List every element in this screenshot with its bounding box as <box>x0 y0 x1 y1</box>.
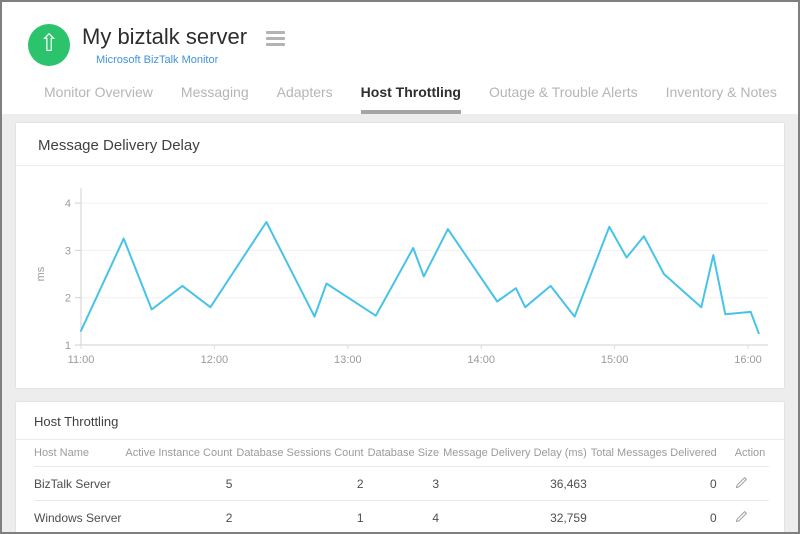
divider <box>16 439 784 440</box>
host-name-cell: Windows Server <box>34 500 126 532</box>
svg-text:11:00: 11:00 <box>68 354 95 366</box>
up-arrow-icon: ⇧ <box>38 30 60 57</box>
tab-outage-trouble-alerts[interactable]: Outage & Trouble Alerts <box>488 84 638 100</box>
action-cell <box>720 500 770 532</box>
tab-host-throttling[interactable]: Host Throttling <box>360 84 461 114</box>
message-delivery-delay-panel: Message Delivery Delay 1 2 3 4 11:00 12:00 13:… <box>15 122 785 389</box>
table-row: BizTalk Server 5 2 3 36,463 0 <box>34 466 770 501</box>
svg-text:ms: ms <box>35 266 47 281</box>
column-header-database-size: Database Size <box>367 440 444 467</box>
hamburger-menu-icon[interactable] <box>265 31 285 49</box>
host-throttling-table: Host Name Active Instance Count Database S… <box>34 440 770 532</box>
value-cell: 2 <box>125 500 237 532</box>
value-cell: 3 <box>367 466 444 501</box>
edit-host-button[interactable] <box>735 475 749 489</box>
table-panel-title: Host Throttling <box>34 414 119 429</box>
chart-panel-title: Message Delivery Delay <box>38 137 200 154</box>
column-header-total-messages-delivered: Total Messages Delivered <box>590 440 721 467</box>
svg-text:12:00: 12:00 <box>201 354 229 366</box>
value-cell: 0 <box>590 466 721 501</box>
value-cell: 5 <box>125 466 237 501</box>
divider <box>16 165 784 166</box>
app-header: ⇧ My biztalk server Microsoft BizTalk Mo… <box>2 2 798 114</box>
table-row: Windows Server 2 1 4 32,759 0 <box>34 500 770 532</box>
svg-text:14:00: 14:00 <box>467 354 495 366</box>
column-header-action: Action <box>720 440 770 467</box>
value-cell: 4 <box>367 500 444 532</box>
host-name-cell: BizTalk Server <box>34 466 126 501</box>
svg-text:2: 2 <box>65 293 71 305</box>
svg-text:4: 4 <box>65 198 71 210</box>
page-title: My biztalk server <box>82 24 248 49</box>
value-cell: 2 <box>236 466 368 501</box>
value-cell: 32,759 <box>443 500 591 532</box>
action-cell <box>720 466 770 501</box>
server-status-avatar: ⇧ <box>28 24 70 66</box>
value-cell: 1 <box>236 500 368 532</box>
table-header-row: Host Name Active Instance Count Database S… <box>34 440 770 467</box>
tab-messaging[interactable]: Messaging <box>180 84 249 100</box>
tab-monitor-overview[interactable]: Monitor Overview <box>44 84 153 100</box>
host-throttling-panel: Host Throttling Host Name Active Instance… <box>15 401 785 532</box>
value-cell: 36,463 <box>443 466 591 501</box>
tab-adapters[interactable]: Adapters <box>276 84 333 100</box>
column-header-host-name: Host Name <box>34 440 126 467</box>
edit-host-button[interactable] <box>735 509 749 523</box>
svg-text:3: 3 <box>65 245 71 257</box>
tab-inventory-notes[interactable]: Inventory & Notes <box>665 84 777 100</box>
svg-text:15:00: 15:00 <box>601 354 629 366</box>
svg-text:1: 1 <box>65 340 71 352</box>
column-header-message-delivery-delay-ms-: Message Delivery Delay (ms) <box>443 440 591 467</box>
pencil-icon <box>735 511 747 523</box>
svg-text:13:00: 13:00 <box>334 354 362 366</box>
delivery-delay-chart: 1 2 3 4 11:00 12:00 13:00 14:00 15:00 16:00 ms <box>35 188 768 366</box>
column-header-database-sessions-count: Database Sessions Count <box>236 440 368 467</box>
pencil-icon <box>735 477 747 489</box>
value-cell: 0 <box>590 500 721 532</box>
column-header-active-instance-count: Active Instance Count <box>125 440 237 467</box>
table-body: BizTalk Server 5 2 3 36,463 0 Windows Server 2 1… <box>34 466 770 532</box>
svg-text:16:00: 16:00 <box>734 354 762 366</box>
monitor-type-link[interactable]: Microsoft BizTalk Monitor <box>96 54 219 66</box>
tab-bar: Monitor Overview Messaging Adapters Host Th… <box>28 68 798 114</box>
